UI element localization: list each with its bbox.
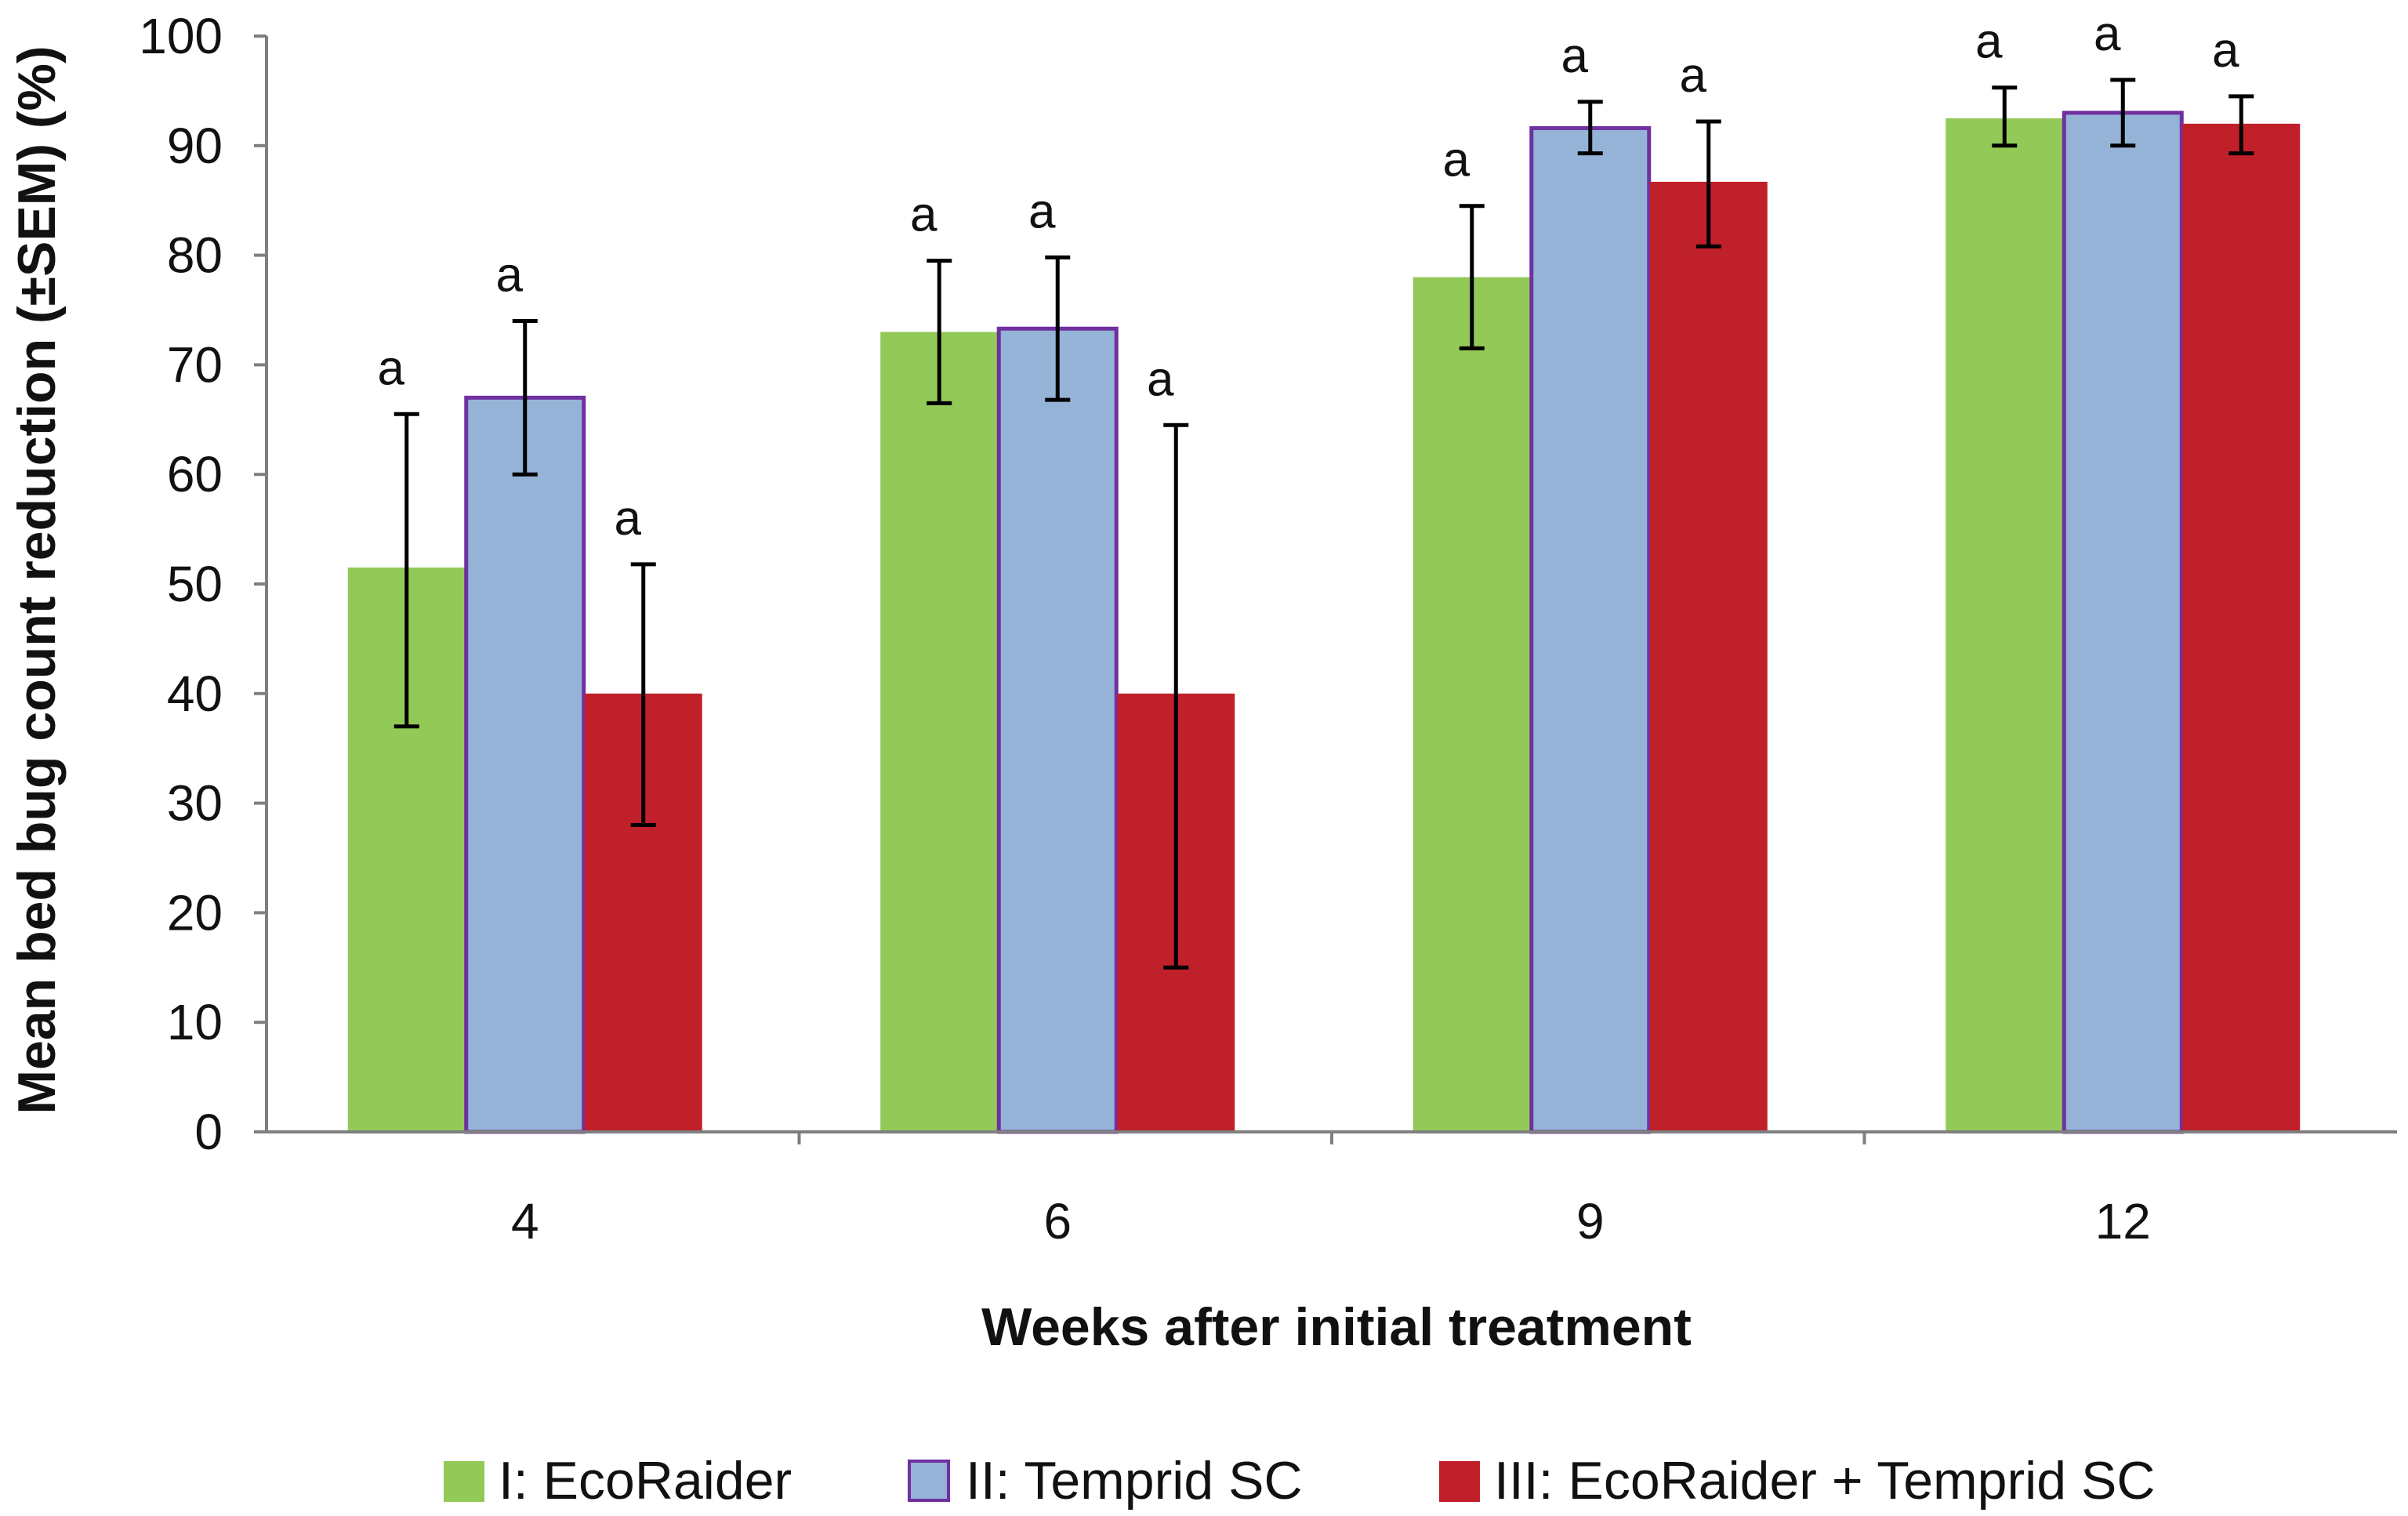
y-tick-label: 50 xyxy=(167,556,223,612)
significance-label: a xyxy=(1147,352,1174,406)
significance-label: a xyxy=(378,341,405,395)
legend-swatch-ecoraider xyxy=(444,1461,484,1502)
y-tick-label: 20 xyxy=(167,884,223,941)
bar-series2-week12 xyxy=(2062,111,2184,1134)
y-tick-labels: 0 10 20 30 40 50 60 70 80 90 100 xyxy=(139,8,223,1160)
y-tick-label: 10 xyxy=(167,994,223,1050)
significance-label: a xyxy=(1975,15,2003,69)
y-tick-label: 80 xyxy=(167,227,223,284)
bar-series2-week9 xyxy=(1529,125,1652,1134)
x-axis-title: Weeks after initial treatment xyxy=(981,1297,1692,1357)
error-bar-series3-week4 xyxy=(630,562,656,828)
error-bar-series1-week12 xyxy=(1992,85,2018,148)
error-bars-layer xyxy=(393,78,2254,970)
legend-label-ecoraider-temprid: III: EcoRaider + Temprid SC xyxy=(1494,1451,2155,1511)
significance-label: a xyxy=(615,491,642,546)
bar-series1-week12 xyxy=(1946,118,2064,1133)
error-bar-series3-week9 xyxy=(1695,119,1721,248)
error-bar-series3-week12 xyxy=(2228,94,2254,156)
significance-label: a xyxy=(1443,133,1471,187)
significance-label: a xyxy=(1680,49,1707,103)
bar-series1-week6 xyxy=(880,332,999,1133)
error-bar-series1-week9 xyxy=(1459,204,1485,350)
error-bar-series1-week4 xyxy=(393,412,419,729)
significance-label: a xyxy=(2212,24,2239,78)
legend-swatch-temprid xyxy=(908,1460,950,1502)
legend: I: EcoRaider II: Temprid SC III: EcoRaid… xyxy=(444,1451,2155,1511)
significance-label: a xyxy=(910,188,937,242)
error-bar-series3-week6 xyxy=(1163,423,1189,970)
significance-label: a xyxy=(2094,7,2121,61)
error-bar-series2-week6 xyxy=(1045,255,1071,402)
x-tick-labels: 4 6 9 12 xyxy=(511,1193,2151,1249)
error-bar-series2-week12 xyxy=(2110,78,2136,148)
error-bar-series2-week9 xyxy=(1577,100,1603,156)
y-axis-title: Mean bed bug count reduction (±SEM) (%) xyxy=(7,45,67,1114)
bar-series3-week12 xyxy=(2182,123,2301,1133)
bar-series2-week6 xyxy=(996,326,1119,1134)
y-tick-label: 70 xyxy=(167,336,223,393)
legend-item-temprid[interactable]: II: Temprid SC xyxy=(908,1451,1303,1511)
significance-label: a xyxy=(496,248,524,302)
legend-label-ecoraider: I: EcoRaider xyxy=(499,1451,792,1511)
error-bar-series1-week6 xyxy=(927,259,952,405)
y-tick-label: 0 xyxy=(194,1104,223,1160)
y-tick-label: 90 xyxy=(167,118,223,174)
bars-layer xyxy=(347,111,2301,1134)
error-bar-series2-week4 xyxy=(512,318,538,477)
legend-item-ecoraider[interactable]: I: EcoRaider xyxy=(444,1451,792,1511)
x-tick-label: 4 xyxy=(511,1193,539,1249)
y-tick-label: 100 xyxy=(139,8,223,64)
x-tick-label: 12 xyxy=(2095,1193,2151,1249)
legend-swatch-ecoraider-temprid xyxy=(1439,1461,1480,1502)
x-tick-label: 6 xyxy=(1043,1193,1072,1249)
y-tick-label: 60 xyxy=(167,446,223,502)
y-tick-label: 30 xyxy=(167,775,223,832)
legend-item-ecoraider-temprid[interactable]: III: EcoRaider + Temprid SC xyxy=(1439,1451,2155,1511)
legend-label-temprid: II: Temprid SC xyxy=(966,1451,1303,1511)
bar-series3-week9 xyxy=(1649,181,1768,1133)
bar-series1-week9 xyxy=(1413,277,1531,1132)
significance-label: a xyxy=(1028,184,1056,238)
significance-label: a xyxy=(1561,29,1589,83)
y-tick-label: 40 xyxy=(167,666,223,722)
significance-labels-layer: a a a a a a a a a a a a xyxy=(378,7,2240,546)
axes-layer xyxy=(254,34,2397,1144)
x-tick-label: 9 xyxy=(1576,1193,1605,1249)
bar-series2-week4 xyxy=(464,395,586,1134)
